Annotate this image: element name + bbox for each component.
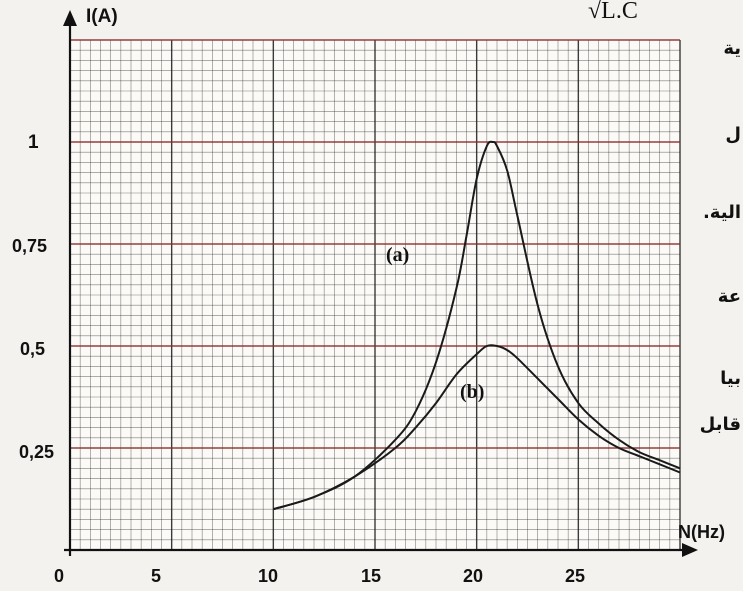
series-a-line [273,140,681,511]
formula-fragment: √L.C [588,0,638,24]
series-b-line [273,344,681,511]
side-text-line: ية [723,38,741,59]
y-tick-label: 0,25 [19,442,55,462]
x-axis-arrow [682,543,698,557]
x-tick-label: 25 [565,566,586,586]
x-tick-label: 20 [463,566,484,586]
y-axis-label: I(A) [86,6,118,27]
grid [69,39,681,551]
x-tick-label: 15 [361,566,382,586]
x-tick-label: 10 [258,566,279,586]
side-text-line: الية. [702,202,741,223]
x-tick-label: 5 [151,566,162,586]
curves [273,140,681,511]
x-axis-label: N(Hz) [678,522,725,542]
y-tick-label: 0,75 [12,236,48,256]
curve-a-label: (a) [386,244,410,266]
axes [63,10,698,557]
y-axis-arrow [63,10,77,26]
y-tick-label: 1 [28,132,39,153]
x-tick-label: 0 [54,566,65,586]
side-text-line: بيا [720,368,741,389]
y-tick-label: 0,5 [20,339,46,359]
side-text-line: عة [717,286,741,307]
curve-b-label: (b) [460,381,485,403]
side-text-line: قابل [699,414,741,435]
side-text-line: ل [725,124,741,145]
